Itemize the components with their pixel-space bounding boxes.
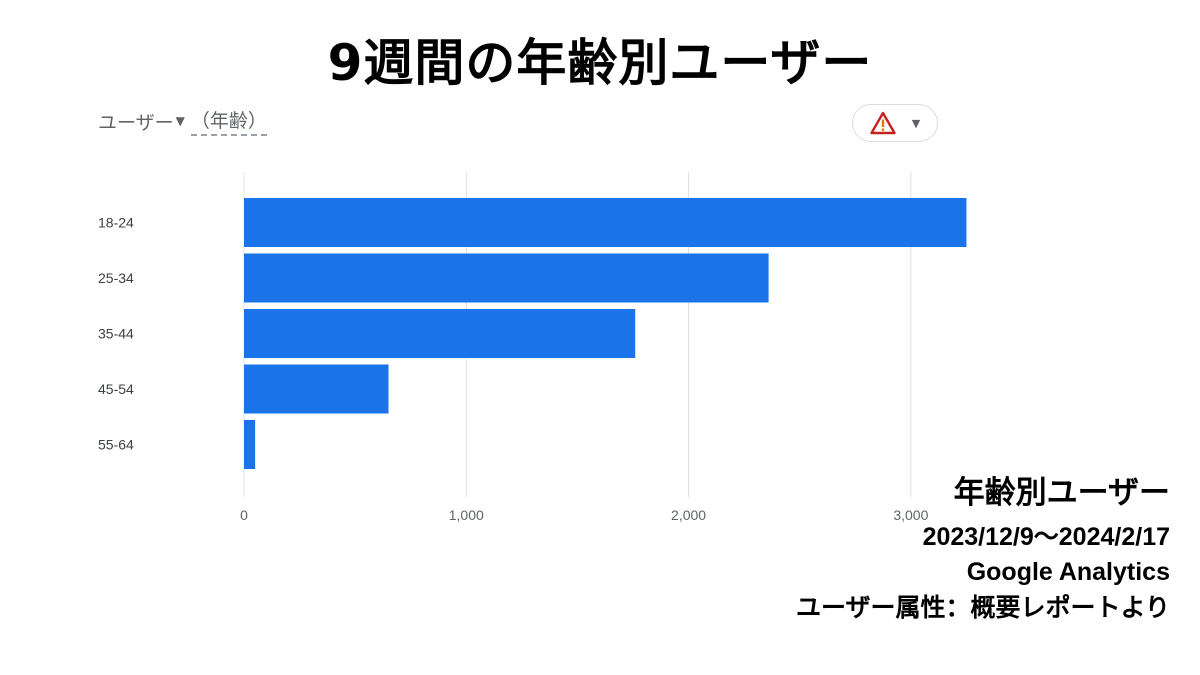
x-tick-label: 2,000 [671,507,706,523]
chevron-down-icon: ▼ [911,116,921,130]
category-label: 25-34 [98,270,134,286]
category-label: 55-64 [98,437,134,453]
category-label: 35-44 [98,326,134,342]
warning-chip-button[interactable]: ▼ [852,104,938,142]
caption-tool: Google Analytics [966,558,1170,586]
metric-selector[interactable]: ユーザー ▼ （年齢） [98,106,267,136]
warning-triangle-icon [870,111,896,135]
chart-bars [244,198,967,469]
x-tick-label: 1,000 [449,507,484,523]
category-label: 45-54 [98,381,134,397]
caption-source: ユーザー属性：概要レポートより [795,593,1170,622]
category-label: 18-24 [98,215,134,231]
chart-category-labels: 18-24 25-34 35-44 45-54 55-64 [98,215,134,453]
bar-25-34[interactable] [244,253,769,303]
x-tick-label: 0 [240,507,248,523]
page-title: 9週間の年齢別ユーザー [327,34,873,92]
bar-18-24[interactable] [244,198,967,247]
caption-title: 年齢別ユーザー [953,475,1170,511]
dimension-label[interactable]: （年齢） [190,106,267,136]
bar-55-64[interactable] [244,420,256,469]
bar-35-44[interactable] [244,309,636,358]
x-tick-label: 3,000 [893,507,928,523]
chart-caption: 年齢別ユーザー 2023/12/9〜2024/2/17 Google Analy… [795,475,1170,622]
chart-x-tick-labels: 0 1,000 2,000 3,000 [240,507,928,523]
metric-label: ユーザー [98,111,174,134]
bar-45-54[interactable] [244,364,389,414]
chevron-down-icon: ▼ [175,114,185,128]
caption-date-range: 2023/12/9〜2024/2/17 [922,523,1170,551]
